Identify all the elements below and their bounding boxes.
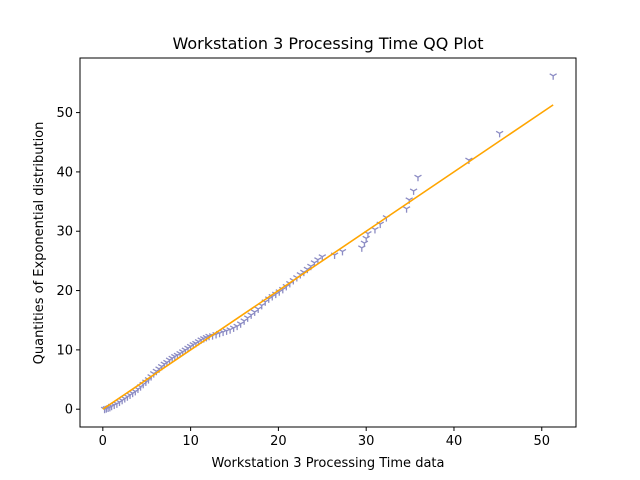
y-tick-label: 50 xyxy=(56,106,73,121)
y-axis-label: Quantities of Exponential distribution xyxy=(32,122,47,365)
axes-frame xyxy=(79,57,577,428)
x-axis: 0 10 20 30 40 50 xyxy=(99,427,550,449)
y-tick-label: 20 xyxy=(56,284,73,299)
x-tick-label: 40 xyxy=(446,434,463,449)
x-tick-label: 10 xyxy=(182,434,199,449)
y-tick-label: 30 xyxy=(56,225,73,240)
x-tick-label: 30 xyxy=(358,434,375,449)
y-tick-label: 40 xyxy=(56,165,73,180)
chart-title: Workstation 3 Processing Time QQ Plot xyxy=(172,34,483,53)
y-axis: 0 10 20 30 40 50 xyxy=(56,106,80,418)
plot-area xyxy=(100,73,557,414)
y-tick-label: 10 xyxy=(56,343,73,358)
reference-line xyxy=(102,104,554,410)
data-point xyxy=(549,73,557,80)
x-tick-label: 0 xyxy=(99,434,107,449)
data-point xyxy=(402,206,411,213)
data-point xyxy=(409,188,418,195)
x-axis-label: Workstation 3 Processing Time data xyxy=(212,456,445,471)
data-point xyxy=(414,174,422,182)
data-point xyxy=(495,130,504,138)
y-tick-label: 0 xyxy=(65,403,73,418)
x-tick-label: 20 xyxy=(270,434,287,449)
x-tick-label: 50 xyxy=(533,434,550,449)
